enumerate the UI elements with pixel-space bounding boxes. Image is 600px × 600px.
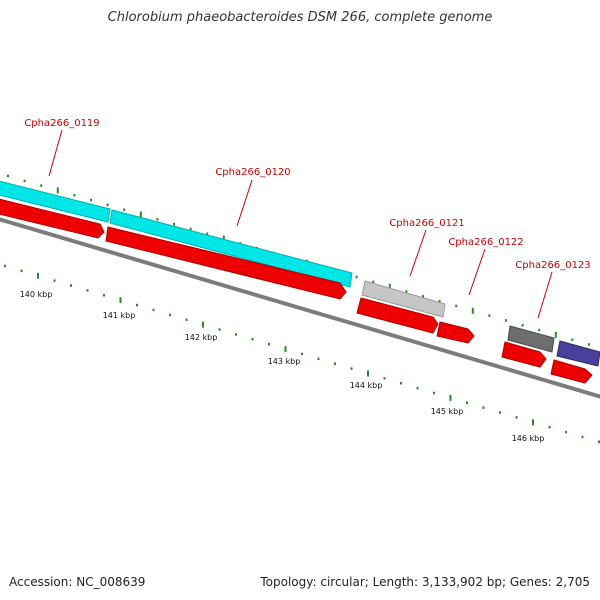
cds-arrow-0121[interactable] (356, 297, 439, 334)
genome-stats-text: Topology: circular; Length: 3,133,902 bp… (260, 575, 590, 589)
map-title: Chlorobium phaeobacteroides DSM 266, com… (107, 10, 493, 25)
cds-arrow-0123[interactable] (501, 341, 547, 368)
gene-label-0120[interactable]: Cpha266_0120 (215, 167, 290, 178)
leader-line-0123 (537, 271, 553, 319)
inner-tick-row (4, 264, 600, 444)
gene-label-0122[interactable]: Cpha266_0122 (448, 237, 523, 248)
gene-label-0119[interactable]: Cpha266_0119 (24, 118, 99, 129)
outer-tick-row (7, 174, 590, 346)
leader-line-0119 (48, 129, 63, 177)
leader-line-0121 (409, 229, 427, 277)
cds-arrow-0120[interactable] (105, 226, 347, 300)
cds-arrow-0119[interactable] (0, 198, 105, 239)
cds-arrow-0122[interactable] (436, 321, 475, 344)
accession-text: Accession: NC_008639 (9, 575, 146, 589)
scale-label-143: 143 kbp (268, 357, 301, 366)
cog-block-cyan-2[interactable] (109, 209, 353, 288)
gene-label-0121[interactable]: Cpha266_0121 (389, 218, 464, 229)
scale-label-144: 144 kbp (350, 381, 383, 390)
scale-label-140: 140 kbp (20, 290, 53, 299)
scale-label-142: 142 kbp (185, 333, 218, 342)
scale-label-146: 146 kbp (512, 434, 545, 443)
cog-block-cyan-1[interactable] (0, 180, 111, 223)
genome-backbone (0, 217, 600, 399)
cds-arrow-0124[interactable] (550, 359, 593, 384)
scale-label-141: 141 kbp (103, 311, 136, 320)
leader-line-0120 (236, 179, 253, 227)
cog-block-darkgray[interactable] (507, 325, 555, 353)
gene-label-0123[interactable]: Cpha266_0123 (515, 260, 590, 271)
leader-line-0122 (468, 248, 486, 296)
cog-block-purple[interactable] (556, 340, 600, 367)
cog-block-lightgray[interactable] (361, 280, 446, 318)
scale-label-145: 145 kbp (431, 407, 464, 416)
